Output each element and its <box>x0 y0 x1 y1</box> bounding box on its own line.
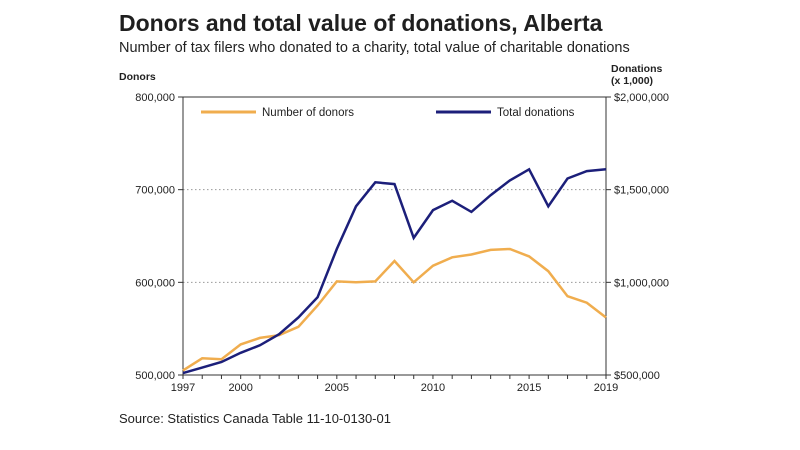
y-right-tick-label: $1,000,000 <box>614 277 669 289</box>
x-tick-label: 2010 <box>421 382 445 394</box>
legend-label-donors: Number of donors <box>262 107 354 119</box>
right-axis-title-line2: (x 1,000) <box>611 75 653 87</box>
x-tick-label: 2015 <box>517 382 541 394</box>
series-line-donors <box>183 249 606 370</box>
source-note: Source: Statistics Canada Table 11-10-01… <box>119 411 391 426</box>
y-left-tick-label: 700,000 <box>135 185 175 197</box>
plot-frame <box>183 97 606 375</box>
y-right-tick-label: $2,000,000 <box>614 92 669 104</box>
x-tick-label: 1997 <box>171 382 195 394</box>
y-right-tick-label: $1,500,000 <box>614 185 669 197</box>
chart-plot: Donors Donations (x 1,000) 500,000 600,00… <box>0 0 800 450</box>
left-axis-title: Donors <box>119 71 156 83</box>
y-left-tick-label: 500,000 <box>135 370 175 382</box>
y-left-tick-label: 600,000 <box>135 277 175 289</box>
x-tick-label: 2019 <box>594 382 618 394</box>
right-axis-title-line1: Donations <box>611 63 662 75</box>
y-right-tick-label: $500,000 <box>614 370 660 382</box>
x-tick-label: 2005 <box>325 382 349 394</box>
legend-label-donations: Total donations <box>497 107 575 119</box>
y-left-tick-label: 800,000 <box>135 92 175 104</box>
x-tick-label: 2000 <box>228 382 252 394</box>
